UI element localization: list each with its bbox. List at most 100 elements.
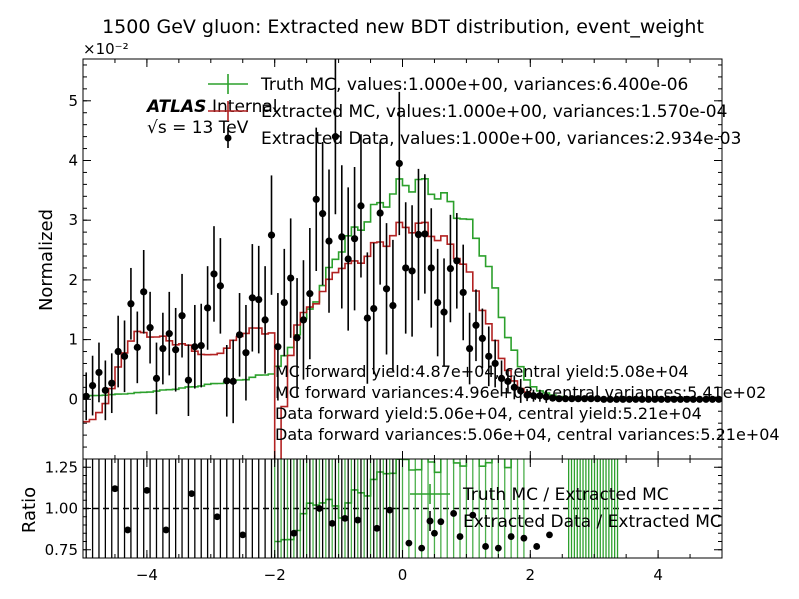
- data-ratio-point: [450, 510, 458, 517]
- data-point: [204, 304, 212, 312]
- data-point: [465, 344, 474, 353]
- data-point: [274, 343, 282, 351]
- data-ratio-point: [533, 543, 541, 550]
- data-point: [593, 395, 601, 403]
- data-ratio-point: [341, 515, 349, 522]
- data-point: [357, 202, 365, 210]
- y-tick-label: 1: [68, 331, 78, 349]
- data-point: [101, 386, 109, 394]
- data-point: [325, 237, 333, 245]
- data-point: [696, 395, 704, 403]
- yield-annotations: MC forward yield:4.87e+04, central yield…: [275, 362, 780, 444]
- data-point: [319, 210, 327, 218]
- data-point: [140, 288, 148, 296]
- x-tick-label: 0: [398, 566, 408, 584]
- annotation-mc-variances: MC forward variances:4.96e+03, central v…: [275, 383, 766, 402]
- data-ratio-point: [213, 513, 221, 521]
- data-point: [197, 341, 205, 350]
- atlas-label: ATLAS: [145, 97, 206, 117]
- data-ratio-point: [431, 529, 438, 537]
- ratio-y-tick-label: 0.75: [45, 541, 78, 559]
- data-ratio-point: [507, 533, 515, 540]
- legend-extracted-mc: Extracted MC, values:1.000e+00, variance…: [261, 102, 727, 122]
- data-point: [555, 395, 563, 403]
- data-point: [133, 343, 141, 351]
- data-point: [350, 235, 359, 243]
- data-point: [216, 282, 224, 290]
- data-point: [370, 304, 378, 313]
- ratio-y-tick-label: 1.00: [45, 500, 78, 518]
- energy-label: √s = 13 TeV: [147, 118, 249, 138]
- data-point: [235, 331, 244, 339]
- data-point: [478, 334, 486, 343]
- data-point: [293, 334, 301, 342]
- data-point: [651, 395, 659, 403]
- data-ratio-point: [482, 543, 489, 550]
- data-point: [389, 301, 397, 310]
- data-point: [446, 264, 455, 273]
- data-point: [402, 264, 410, 272]
- data-point: [287, 274, 295, 282]
- x-tick-label: 2: [526, 566, 536, 584]
- data-point: [683, 395, 691, 403]
- data-point: [472, 321, 480, 329]
- data-ratio-point: [405, 539, 413, 547]
- y-tick-label: 4: [68, 151, 78, 169]
- data-point: [376, 209, 384, 217]
- annotation-mc-yield: MC forward yield:4.87e+04, central yield…: [275, 362, 689, 381]
- data-point: [529, 392, 538, 400]
- x-tick-label: −2: [264, 566, 286, 584]
- data-point: [632, 395, 640, 403]
- main-legend: Truth MC, values:1.000e+00, variances:6.…: [208, 74, 741, 149]
- data-ratio-point: [494, 544, 502, 552]
- data-ratio-point: [328, 519, 336, 527]
- data-point: [689, 395, 697, 403]
- data-point: [146, 324, 154, 332]
- data-point: [159, 344, 167, 353]
- data-point: [510, 383, 518, 391]
- legend-data-marker: [224, 134, 232, 142]
- data-point: [306, 290, 314, 298]
- data-point: [267, 231, 276, 239]
- data-ratio-point: [354, 516, 362, 524]
- legend-truth-mc: Truth MC, values:1.000e+00, variances:6.…: [260, 75, 688, 95]
- data-point: [434, 298, 442, 307]
- data-point: [600, 395, 608, 403]
- data-ratio-point: [386, 506, 394, 514]
- legend-data-ratio: Extracted Data / Extracted MC: [463, 512, 722, 532]
- data-ratio-point: [546, 531, 553, 539]
- data-point: [165, 330, 173, 338]
- data-point: [408, 267, 416, 275]
- data-point: [108, 379, 116, 387]
- chart-title: 1500 GeV gluon: Extracted new BDT distri…: [102, 16, 704, 38]
- y-tick-label: 5: [68, 92, 78, 110]
- data-point: [453, 257, 461, 265]
- ratio-y-tick-label: 1.25: [45, 458, 78, 476]
- annotation-data-variances: Data forward variances:5.06e+04, central…: [275, 425, 780, 444]
- data-point: [612, 395, 621, 403]
- x-tick-label: 4: [653, 566, 663, 584]
- data-point: [191, 343, 199, 351]
- data-point: [414, 230, 423, 239]
- data-point: [517, 387, 525, 395]
- legend-data-ratio-marker: [426, 517, 434, 525]
- data-point: [261, 316, 269, 324]
- y-tick-label: 0: [68, 390, 78, 408]
- data-ratio-point: [469, 511, 477, 519]
- data-point: [549, 394, 557, 402]
- data-ratio-point: [373, 524, 381, 532]
- ratio-plot: [83, 459, 722, 558]
- data-point: [331, 133, 340, 141]
- data-point: [440, 308, 448, 316]
- data-point: [242, 349, 250, 357]
- data-point: [702, 395, 710, 403]
- annotation-data-yield: Data forward yield:5.06e+04, central yie…: [275, 404, 702, 423]
- data-point: [542, 393, 550, 401]
- data-ratio-point: [437, 518, 445, 526]
- y-multiplier: ×10⁻²: [83, 40, 129, 58]
- data-point: [638, 395, 646, 403]
- data-point: [344, 255, 352, 263]
- data-point: [299, 316, 308, 324]
- data-point: [536, 392, 544, 400]
- data-point: [338, 233, 346, 241]
